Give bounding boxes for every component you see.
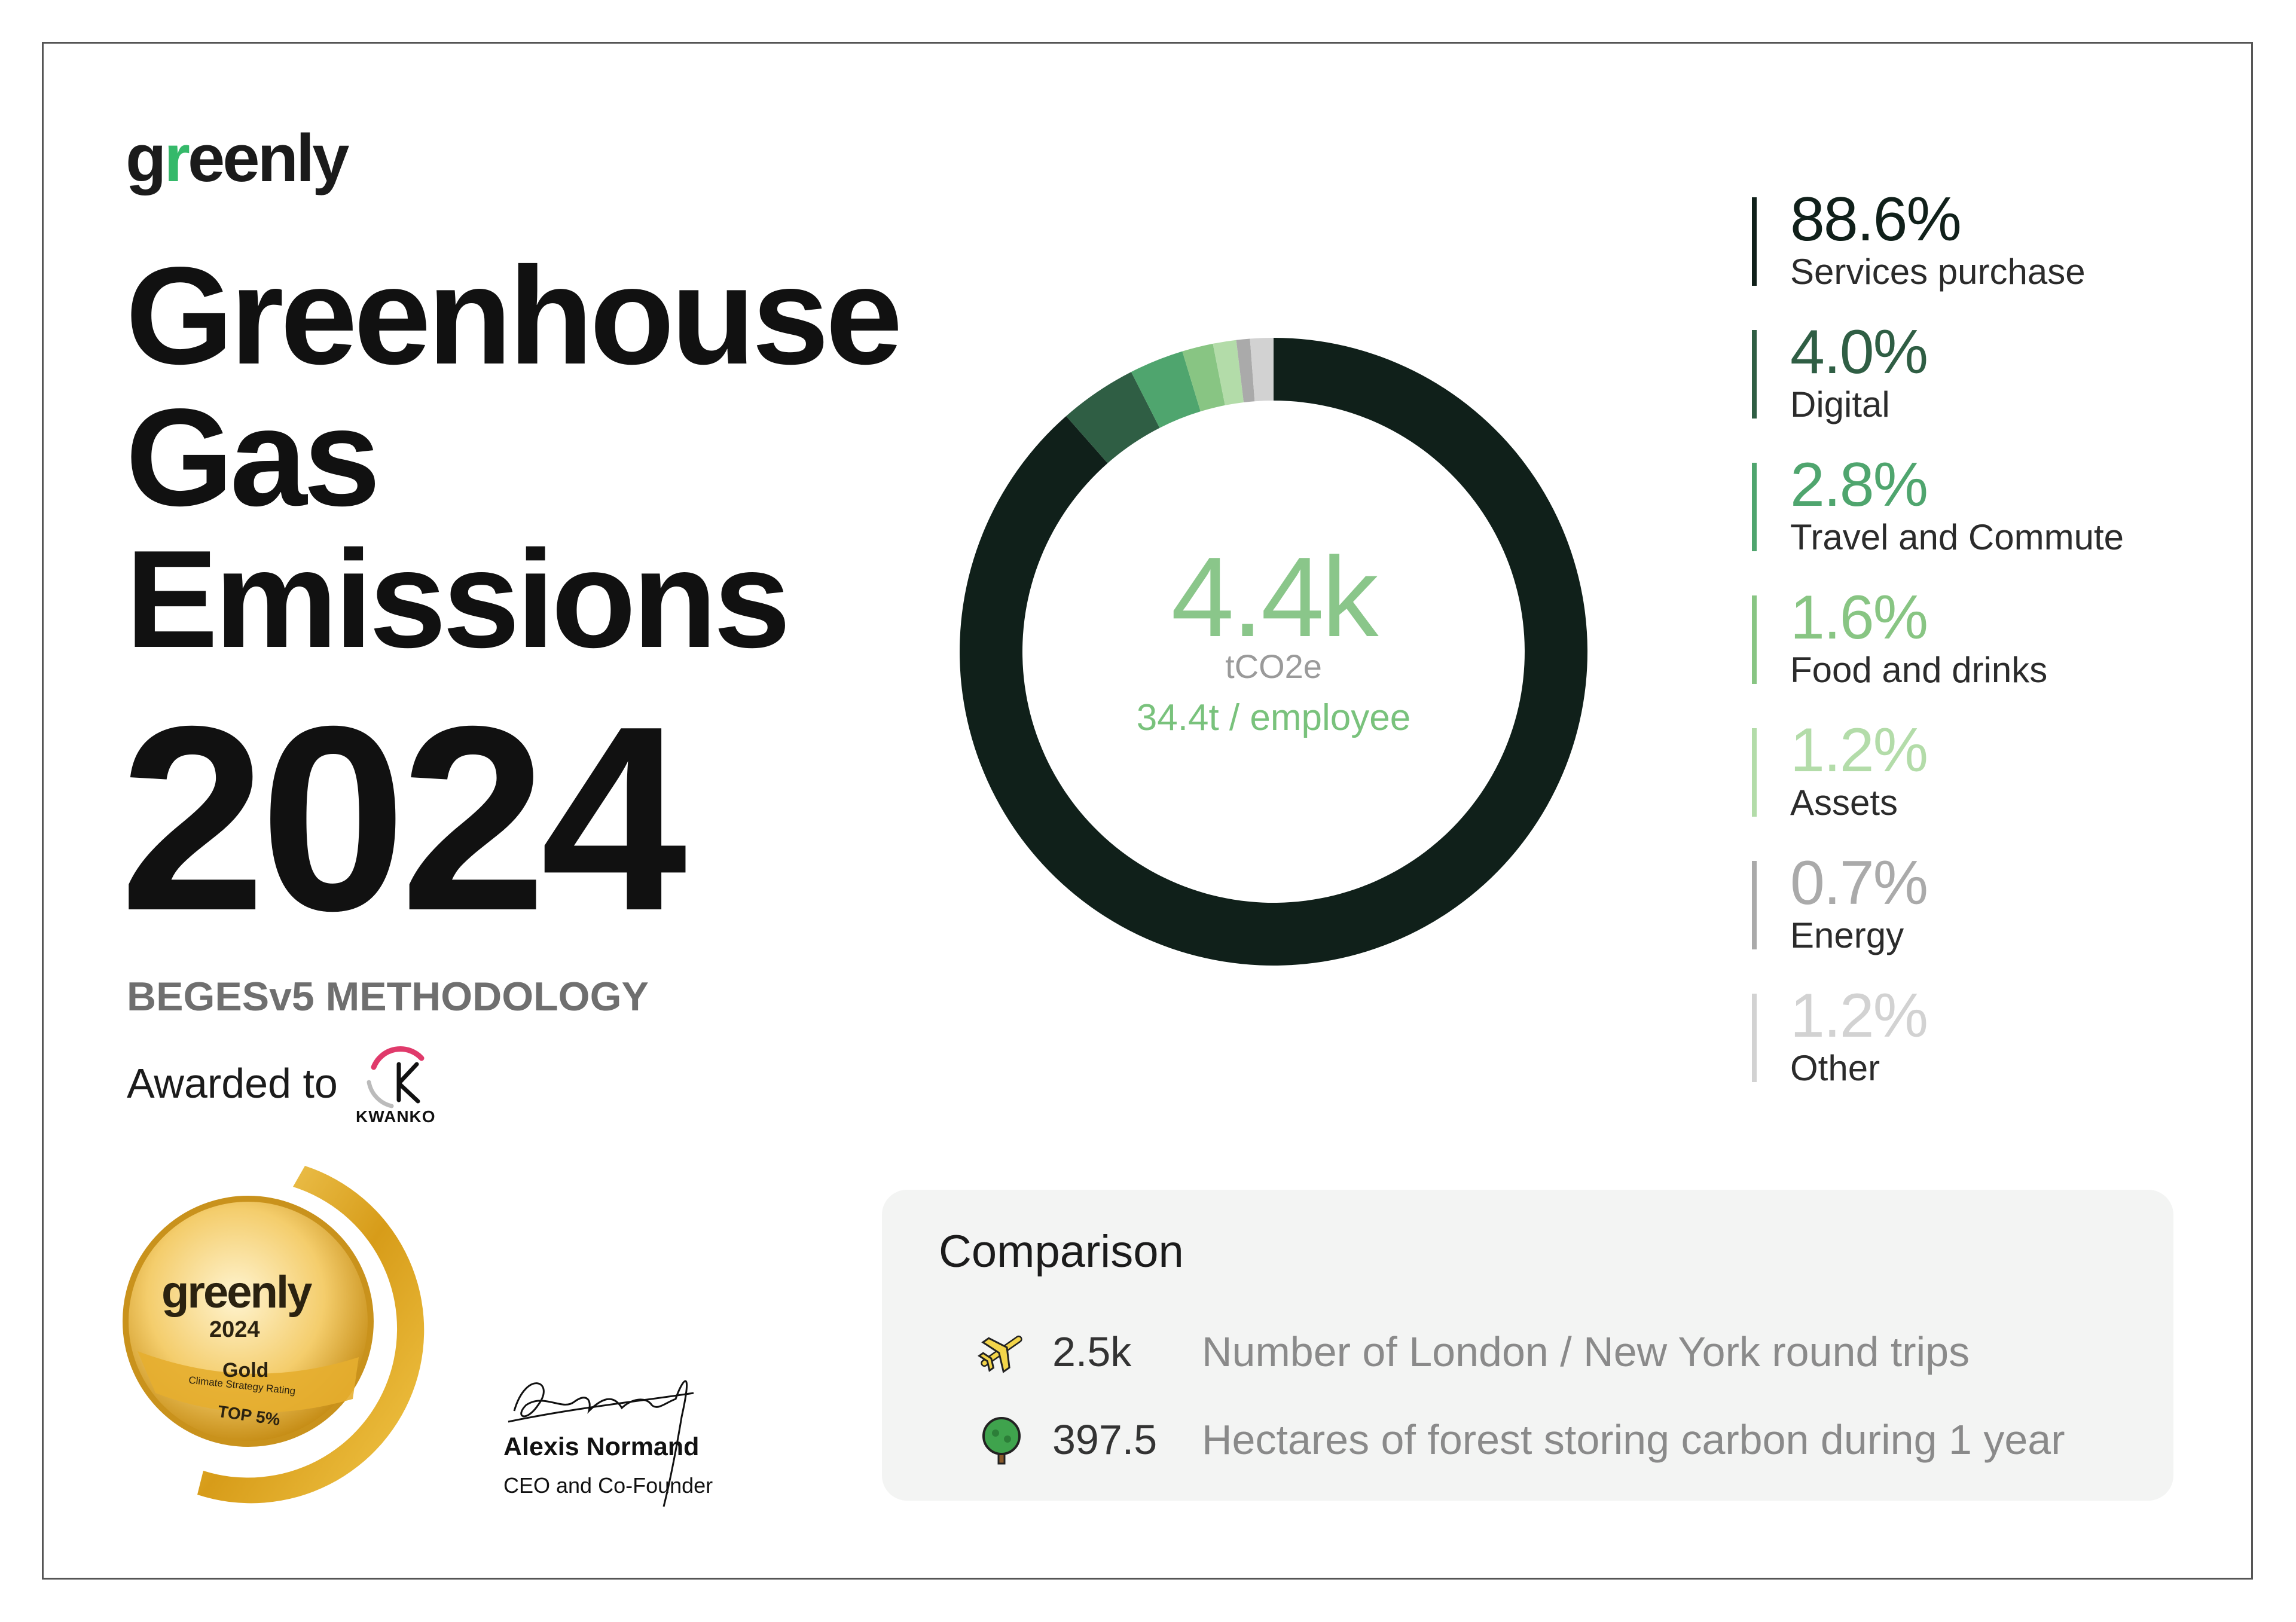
- legend-color-bar: [1752, 463, 1757, 551]
- awarded-to-label: Awarded to: [127, 1060, 338, 1107]
- total-emissions-value: 4.4k: [1171, 534, 1378, 661]
- airplane-icon: [978, 1335, 1022, 1373]
- signatory-name: Alexis Normand: [503, 1432, 700, 1461]
- legend-label: Energy: [1790, 915, 1904, 955]
- signature-icon: [508, 1380, 694, 1507]
- methodology-label: BEGESv5 METHODOLOGY: [127, 974, 649, 1019]
- legend-color-bar: [1752, 728, 1757, 817]
- comparison-description: Number of London / New York round trips: [1202, 1328, 1970, 1375]
- report-year: 2024: [120, 672, 687, 966]
- comparison-value: 2.5k: [1052, 1328, 1132, 1375]
- comparison-description: Hectares of forest storing carbon during…: [1202, 1416, 2065, 1463]
- legend-item: 88.6% Services purchase: [1752, 185, 2230, 292]
- comparison-value: 397.5: [1052, 1416, 1158, 1463]
- greenly-logo: greenly: [126, 121, 349, 196]
- legend-color-bar: [1752, 595, 1757, 684]
- comparison-panel: Comparison 2.5k Number of London / New Y…: [882, 1190, 2173, 1501]
- legend-item: 1.6% Food and drinks: [1752, 583, 2230, 690]
- legend-label: Food and drinks: [1790, 650, 2048, 690]
- kwanko-logo-icon: [367, 1046, 425, 1108]
- title-line-3: Emissions: [126, 522, 790, 677]
- report-title: Greenhouse Gas Emissions: [126, 239, 903, 677]
- emissions-donut-chart: [960, 338, 1587, 966]
- medal-brand: greenly: [161, 1267, 312, 1318]
- comparison-row-forest: 397.5 Hectares of forest storing carbon …: [882, 1406, 2173, 1478]
- title-line-2: Gas: [126, 380, 381, 535]
- emissions-per-employee: 34.4t / employee: [1136, 697, 1411, 738]
- legend-color-bar: [1752, 861, 1757, 949]
- total-emissions-unit: tCO2e: [1225, 647, 1322, 685]
- legend-percentage: 4.0%: [1790, 317, 1928, 387]
- certificate-frame: [42, 42, 2253, 1580]
- title-line-1: Greenhouse: [126, 239, 903, 393]
- tree-icon: [982, 1417, 1021, 1465]
- legend-percentage: 88.6%: [1790, 185, 1962, 254]
- kwanko-logo-text: KWANKO: [356, 1107, 436, 1126]
- legend-label: Travel and Commute: [1790, 517, 2124, 557]
- legend-label: Other: [1790, 1048, 1880, 1088]
- legend-item: 1.2% Assets: [1752, 716, 2230, 823]
- legend-percentage: 0.7%: [1790, 848, 1928, 918]
- donut-slice-assets: [1213, 340, 1244, 405]
- legend-percentage: 1.2%: [1790, 981, 1928, 1050]
- donut-slice-energy: [1236, 338, 1255, 402]
- comparison-title: Comparison: [939, 1226, 1184, 1277]
- donut-slice-digital: [1066, 372, 1160, 463]
- legend-percentage: 2.8%: [1790, 450, 1928, 520]
- gold-medal-icon: [123, 1166, 425, 1504]
- legend-percentage: 1.6%: [1790, 583, 1928, 652]
- legend-item: 1.2% Other: [1752, 981, 2230, 1088]
- legend-color-bar: [1752, 994, 1757, 1082]
- legend-item: 4.0% Digital: [1752, 317, 2230, 424]
- medal-level: Gold: [222, 1359, 269, 1382]
- legend-item: 0.7% Energy: [1752, 848, 2230, 955]
- legend-color-bar: [1752, 330, 1757, 419]
- legend-item: 2.8% Travel and Commute: [1752, 450, 2230, 557]
- comparison-row-flights: 2.5k Number of London / New York round t…: [882, 1318, 2173, 1390]
- donut-slice-food-and-drinks: [1182, 343, 1225, 412]
- donut-slice-travel-and-commute: [1131, 351, 1201, 428]
- signatory-role: CEO and Co-Founder: [503, 1473, 713, 1498]
- legend-label: Services purchase: [1790, 252, 2086, 292]
- legend-color-bar: [1752, 197, 1757, 286]
- legend-percentage: 1.2%: [1790, 716, 1928, 785]
- medal-year: 2024: [209, 1317, 260, 1342]
- donut-slice-other: [1250, 338, 1274, 402]
- legend-label: Assets: [1790, 783, 1898, 823]
- legend-label: Digital: [1790, 384, 1890, 424]
